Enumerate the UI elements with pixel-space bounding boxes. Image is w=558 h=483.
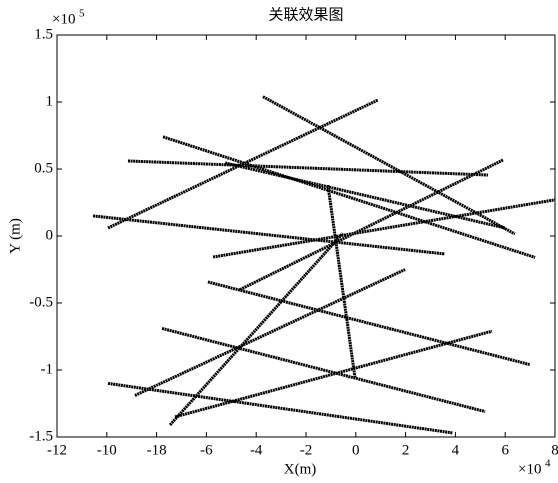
x-tick-label: -2 (300, 442, 313, 458)
track (127, 159, 489, 177)
y-tick-label: 0.5 (34, 160, 53, 176)
track (326, 184, 357, 379)
track (239, 158, 504, 291)
track (174, 329, 493, 419)
x-axis-label: X(m) (284, 461, 317, 477)
x-multiplier: ×10 (518, 461, 541, 477)
y-tick-label: -0.5 (29, 294, 53, 310)
y-exponent: 5 (79, 8, 85, 20)
y-tick-label: -1.5 (29, 428, 53, 444)
chart-title: 关联效果图 (268, 6, 343, 23)
track (262, 95, 516, 236)
x-tick-label: 4 (452, 442, 460, 458)
y-tick-label: 1.5 (34, 26, 53, 42)
track (107, 381, 454, 435)
x-tick-label: 2 (402, 442, 410, 458)
y-tick-label: 1 (46, 93, 54, 109)
x-tick-label: 8 (551, 442, 558, 458)
track (212, 198, 556, 259)
x-tick-label: 6 (501, 442, 509, 458)
x-tick-label: -12 (47, 442, 67, 458)
track (134, 268, 406, 397)
x-tick-label: -10 (97, 442, 117, 458)
x-tick-label: 0 (352, 442, 360, 458)
x-exponent: 4 (545, 458, 551, 470)
track (161, 327, 486, 413)
y-axis-label: Y (m) (7, 218, 23, 254)
x-tick-label: -4 (250, 442, 263, 458)
track (92, 214, 446, 256)
track (162, 135, 536, 259)
y-multiplier: ×10 (52, 11, 75, 27)
track (207, 280, 531, 367)
y-tick-label: -1 (41, 361, 54, 377)
track (168, 232, 344, 426)
y-tick-label: 0 (46, 227, 54, 243)
x-tick-label: -18 (147, 442, 167, 458)
x-tick-label: -6 (200, 442, 213, 458)
